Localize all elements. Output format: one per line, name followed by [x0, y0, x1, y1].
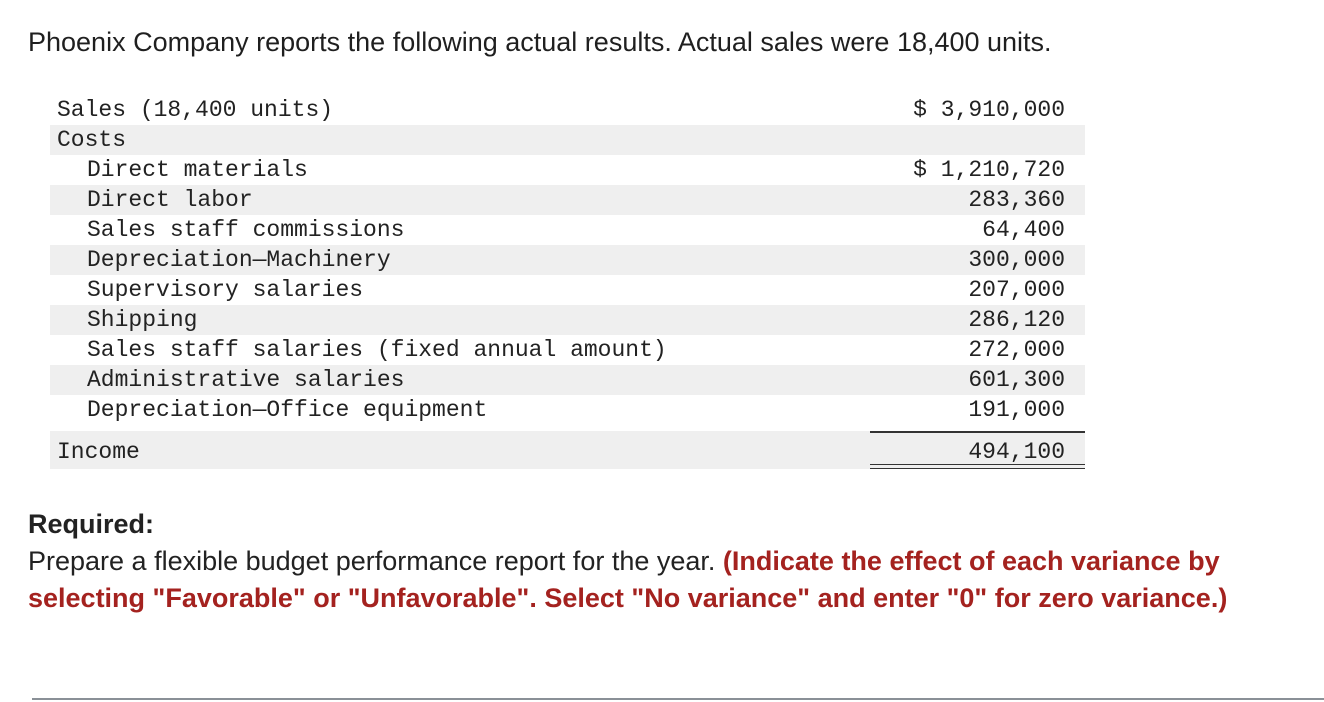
cost-label: Direct materials [87, 157, 308, 183]
sales-label: Sales (18,400 units) [57, 97, 334, 123]
cost-row: Depreciation—Machinery 300,000 [50, 245, 1085, 275]
double-underline [870, 464, 1085, 469]
cost-amount: 64,400 [982, 217, 1065, 243]
income-row: Income 494,100 [50, 431, 1085, 469]
cost-label: Direct labor [87, 187, 253, 213]
required-section: Required: Prepare a flexible budget perf… [28, 506, 1323, 617]
cost-amount: $ 1,210,720 [913, 157, 1065, 183]
income-statement: Sales (18,400 units) $ 3,910,000 Costs D… [50, 95, 1085, 469]
costs-heading-row: Costs [50, 125, 1085, 155]
cost-row: Direct materials $ 1,210,720 [50, 155, 1085, 185]
sales-row: Sales (18,400 units) $ 3,910,000 [50, 95, 1085, 125]
cost-row: Sales staff salaries (fixed annual amoun… [50, 335, 1085, 365]
cost-label: Depreciation—Machinery [87, 247, 391, 273]
cost-amount: 207,000 [968, 277, 1065, 303]
cost-label: Sales staff salaries (fixed annual amoun… [87, 337, 667, 363]
cost-row: Depreciation—Office equipment 191,000 [50, 395, 1085, 425]
cost-row: Supervisory salaries 207,000 [50, 275, 1085, 305]
required-text: Prepare a flexible budget performance re… [28, 546, 716, 576]
cost-row: Direct labor 283,360 [50, 185, 1085, 215]
cost-label: Supervisory salaries [87, 277, 364, 303]
cost-amount: 283,360 [968, 187, 1065, 213]
cost-label: Administrative salaries [87, 367, 405, 393]
cost-amount: 601,300 [968, 367, 1065, 393]
required-note: (Indicate the effect of each variance by… [28, 546, 1228, 613]
costs-heading: Costs [57, 127, 127, 153]
income-amount: 494,100 [968, 439, 1065, 465]
cost-label: Shipping [87, 307, 198, 333]
cost-label: Depreciation—Office equipment [87, 397, 488, 423]
cost-row: Shipping 286,120 [50, 305, 1085, 335]
problem-intro: Phoenix Company reports the following ac… [28, 27, 1052, 57]
income-label: Income [57, 439, 140, 465]
total-underline [870, 431, 1085, 433]
cost-row: Sales staff commissions 64,400 [50, 215, 1085, 245]
cost-label: Sales staff commissions [87, 217, 405, 243]
section-divider [32, 698, 1324, 700]
required-instructions: Prepare a flexible budget performance re… [28, 543, 1323, 617]
cost-row: Administrative salaries 601,300 [50, 365, 1085, 395]
cost-amount: 300,000 [968, 247, 1065, 273]
required-heading: Required: [28, 509, 155, 539]
cost-amount: 272,000 [968, 337, 1065, 363]
cost-amount: 191,000 [968, 397, 1065, 423]
cost-amount: 286,120 [968, 307, 1065, 333]
sales-amount: $ 3,910,000 [913, 97, 1065, 123]
